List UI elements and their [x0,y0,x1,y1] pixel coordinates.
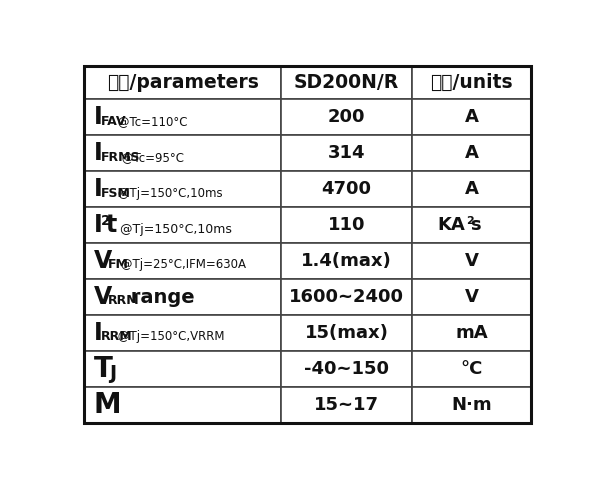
Bar [412,279,531,315]
Text: 1600~2400: 1600~2400 [289,288,404,306]
Bar [412,351,531,387]
Bar [281,387,412,423]
Bar [281,135,412,171]
Text: 110: 110 [328,216,365,234]
Bar [84,243,281,279]
Bar [84,99,281,135]
Text: V: V [94,249,112,273]
Bar [281,279,412,315]
Text: RRM: RRM [108,295,139,308]
Bar [84,135,281,171]
Bar [281,207,412,243]
Text: @Tc=95°C: @Tc=95°C [118,151,184,164]
Text: °C: °C [460,360,483,378]
Text: V: V [94,285,112,309]
Text: -40~150: -40~150 [304,360,389,378]
Bar [84,207,281,243]
Bar [84,171,281,207]
Text: 15~17: 15~17 [314,396,379,414]
Bar [412,387,531,423]
Text: 2: 2 [100,214,110,228]
Text: RRM: RRM [100,330,132,343]
Bar [281,171,412,207]
Bar [84,351,281,387]
Bar [281,243,412,279]
Text: 2: 2 [466,216,474,227]
Text: J: J [109,364,116,383]
Bar [412,243,531,279]
Bar [412,99,531,135]
Text: A: A [464,180,478,198]
Text: I: I [94,213,103,237]
Text: FRMS: FRMS [100,151,140,164]
Text: 4700: 4700 [322,180,371,198]
Text: range: range [124,288,195,307]
Text: t: t [106,213,117,237]
Text: 314: 314 [328,144,365,162]
Text: FAV: FAV [100,115,126,128]
Text: A: A [464,108,478,126]
Bar [412,66,531,99]
Text: A: A [464,144,478,162]
Bar [84,279,281,315]
Bar [84,66,281,99]
Text: N·m: N·m [451,396,492,414]
Text: 单位/units: 单位/units [430,73,513,92]
Text: SD200N/R: SD200N/R [294,73,399,92]
Text: I: I [94,141,103,165]
Bar [281,351,412,387]
Bar [84,387,281,423]
Bar [412,207,531,243]
Text: V: V [464,252,478,270]
Text: FM: FM [108,258,128,271]
Text: KA: KA [437,216,466,234]
Bar [412,135,531,171]
Bar [281,99,412,135]
Bar [281,66,412,99]
Text: I: I [94,177,103,201]
Text: @Tj=150°C,10ms: @Tj=150°C,10ms [116,223,232,236]
Bar [412,171,531,207]
Text: I: I [94,106,103,129]
Text: I: I [94,321,103,345]
Text: M: M [94,391,121,419]
Text: s: s [470,216,481,234]
Text: @Tc=110°C: @Tc=110°C [114,115,187,128]
Text: T: T [94,355,112,383]
Text: 1.4(max): 1.4(max) [301,252,392,270]
Text: @Tj=150°C,10ms: @Tj=150°C,10ms [114,187,223,200]
Bar [281,315,412,351]
Text: @Tj=150°C,VRRM: @Tj=150°C,VRRM [114,330,224,343]
Text: 15(max): 15(max) [305,324,388,342]
Text: 参数/parameters: 参数/parameters [107,73,259,92]
Bar [412,315,531,351]
Text: mA: mA [455,324,488,342]
Text: @Tj=25°C,IFM=630A: @Tj=25°C,IFM=630A [117,258,246,271]
Text: V: V [464,288,478,306]
Bar [84,315,281,351]
Text: FSM: FSM [100,187,130,200]
Text: 200: 200 [328,108,365,126]
